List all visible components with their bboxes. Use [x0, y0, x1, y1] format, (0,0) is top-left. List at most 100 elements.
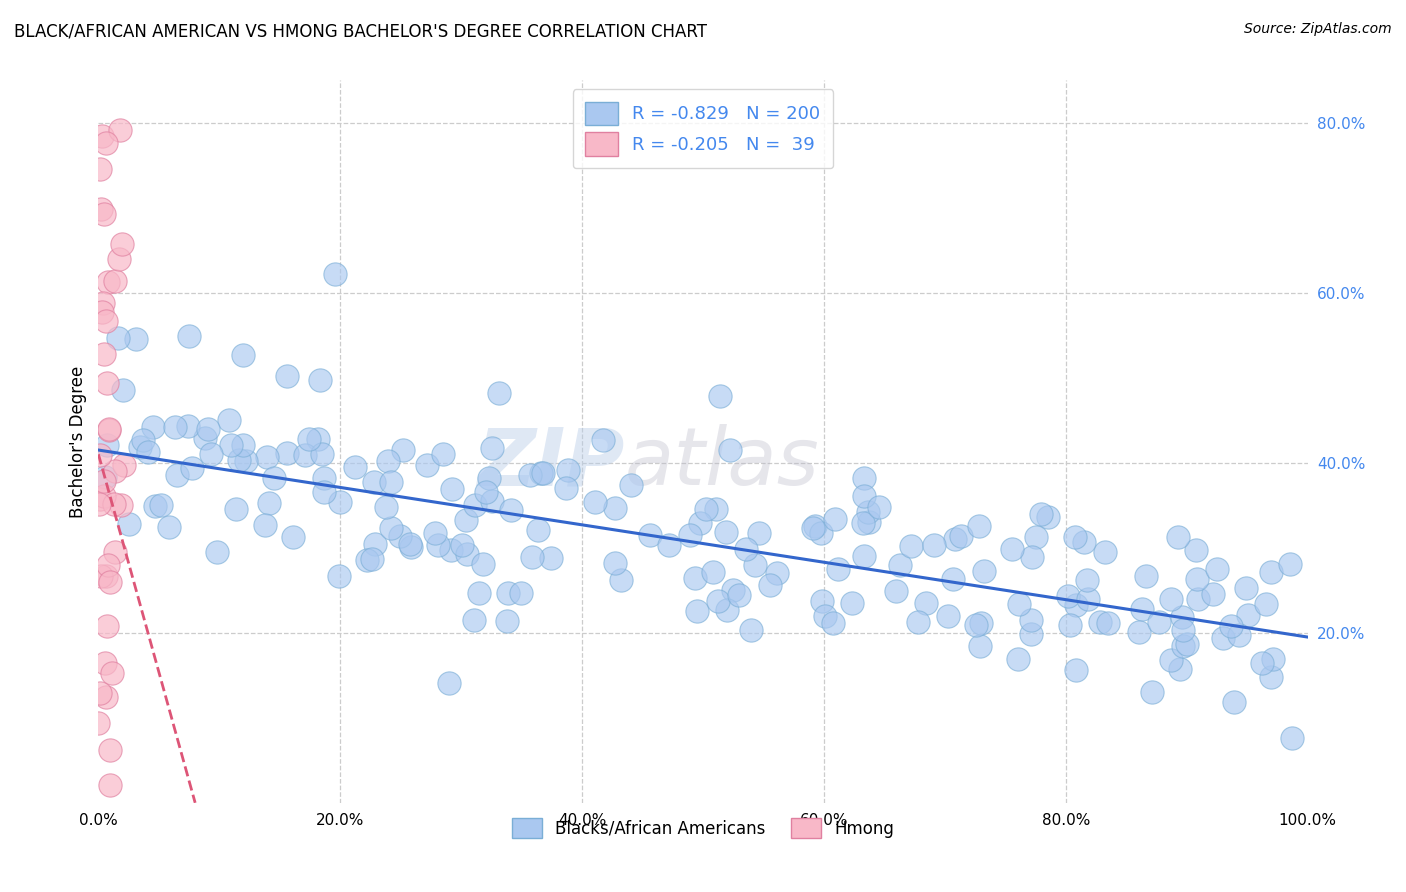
Point [1237, 607, 1260, 622]
Point [1001, 541, 1024, 556]
Point [98, 778, 121, 792]
Point [132, 433, 155, 447]
Point [1227, 628, 1250, 642]
Point [103, 497, 125, 511]
Point [456, 547, 478, 561]
Point [527, 523, 550, 537]
Point [1260, 670, 1282, 684]
Point [93, 474, 115, 488]
Point [969, 639, 991, 653]
Point [973, 564, 995, 578]
Point [361, 552, 384, 566]
Point [509, 586, 531, 600]
Point [93, 347, 115, 361]
Point [1135, 568, 1157, 582]
Point [495, 614, 517, 628]
Point [810, 526, 832, 541]
Point [1202, 587, 1225, 601]
Point [858, 515, 880, 529]
Point [478, 471, 501, 485]
Point [803, 519, 825, 533]
Point [1149, 615, 1171, 630]
Point [104, 545, 127, 559]
Point [90, 569, 112, 583]
Point [1185, 542, 1208, 557]
Point [1160, 591, 1182, 606]
Point [965, 618, 987, 632]
Point [235, 454, 257, 468]
Point [94, 136, 117, 150]
Point [96, 619, 118, 633]
Point [900, 539, 922, 553]
Point [177, 419, 200, 434]
Point [309, 372, 332, 386]
Point [165, 420, 187, 434]
Point [89, 449, 111, 463]
Point [1094, 545, 1116, 559]
Point [401, 541, 423, 555]
Point [471, 557, 494, 571]
Point [1019, 627, 1042, 641]
Point [1031, 508, 1053, 522]
Point [907, 615, 929, 629]
Point [103, 464, 125, 478]
Point [720, 443, 742, 458]
Point [380, 475, 402, 489]
Point [557, 463, 579, 477]
Point [97, 275, 120, 289]
Point [166, 467, 188, 482]
Point [695, 502, 717, 516]
Point [969, 615, 991, 630]
Point [744, 558, 766, 572]
Point [1170, 662, 1192, 676]
Point [1008, 597, 1031, 611]
Point [1212, 631, 1234, 645]
Point [91, 296, 114, 310]
Point [363, 475, 385, 489]
Point [1234, 581, 1257, 595]
Point [481, 493, 503, 508]
Point [1090, 615, 1112, 630]
Point [758, 578, 780, 592]
Point [1036, 509, 1059, 524]
Point [1130, 602, 1153, 616]
Point [221, 438, 243, 452]
Point [129, 440, 152, 454]
Point [481, 441, 503, 455]
Point [814, 609, 837, 624]
Point [1076, 592, 1098, 607]
Point [197, 422, 219, 436]
Point [225, 501, 247, 516]
Point [1260, 565, 1282, 579]
Point [107, 330, 129, 344]
Point [702, 565, 724, 579]
Point [620, 478, 643, 492]
Point [735, 542, 758, 557]
Point [1063, 530, 1085, 544]
Point [1187, 591, 1209, 606]
Point [467, 586, 489, 600]
Point [714, 524, 737, 539]
Point [110, 498, 132, 512]
Point [439, 542, 461, 557]
Point [257, 496, 280, 510]
Point [821, 615, 844, 630]
Point [276, 369, 298, 384]
Point [98, 423, 121, 437]
Text: atlas: atlas [624, 425, 820, 502]
Point [658, 538, 681, 552]
Point [856, 505, 879, 519]
Point [704, 502, 727, 516]
Point [1007, 651, 1029, 665]
Point [112, 383, 135, 397]
Point [93, 206, 115, 220]
Point [1251, 656, 1274, 670]
Point [886, 584, 908, 599]
Point [87, 497, 110, 511]
Point [1279, 557, 1302, 571]
Point [256, 450, 278, 465]
Point [740, 624, 762, 638]
Point [1173, 623, 1195, 637]
Point [180, 460, 202, 475]
Point [679, 528, 702, 542]
